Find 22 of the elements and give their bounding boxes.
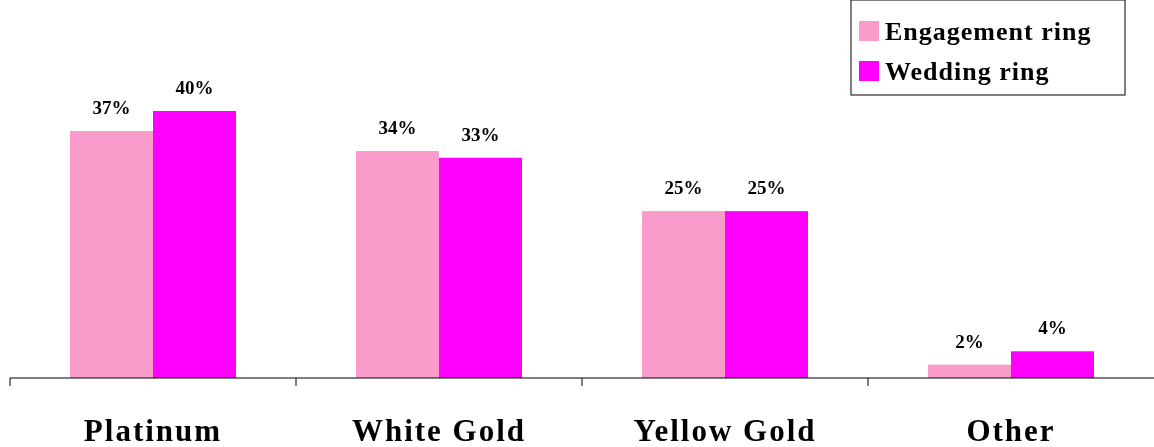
- data-label: 37%: [92, 97, 131, 119]
- x-tick-label: Other: [966, 413, 1056, 447]
- bar: [725, 211, 808, 378]
- data-label: 25%: [747, 177, 786, 199]
- bar: [356, 151, 439, 378]
- bar: [928, 364, 1011, 378]
- x-tick-label: Yellow Gold: [633, 413, 817, 447]
- bar: [1011, 351, 1094, 378]
- x-tick-label: Platinum: [83, 413, 223, 447]
- bar: [70, 131, 153, 378]
- legend-label: Engagement ring: [885, 17, 1092, 46]
- data-label: 40%: [175, 77, 214, 98]
- bar: [439, 157, 522, 378]
- bar: [642, 211, 725, 378]
- bar: [153, 111, 236, 378]
- data-label: 33%: [461, 123, 500, 145]
- x-tick-label: White Gold: [351, 413, 527, 447]
- data-label: 34%: [378, 117, 417, 139]
- data-label: 4%: [1038, 317, 1067, 339]
- data-label: 2%: [955, 330, 984, 352]
- data-label: 25%: [664, 177, 703, 199]
- legend-label: Wedding ring: [885, 57, 1050, 86]
